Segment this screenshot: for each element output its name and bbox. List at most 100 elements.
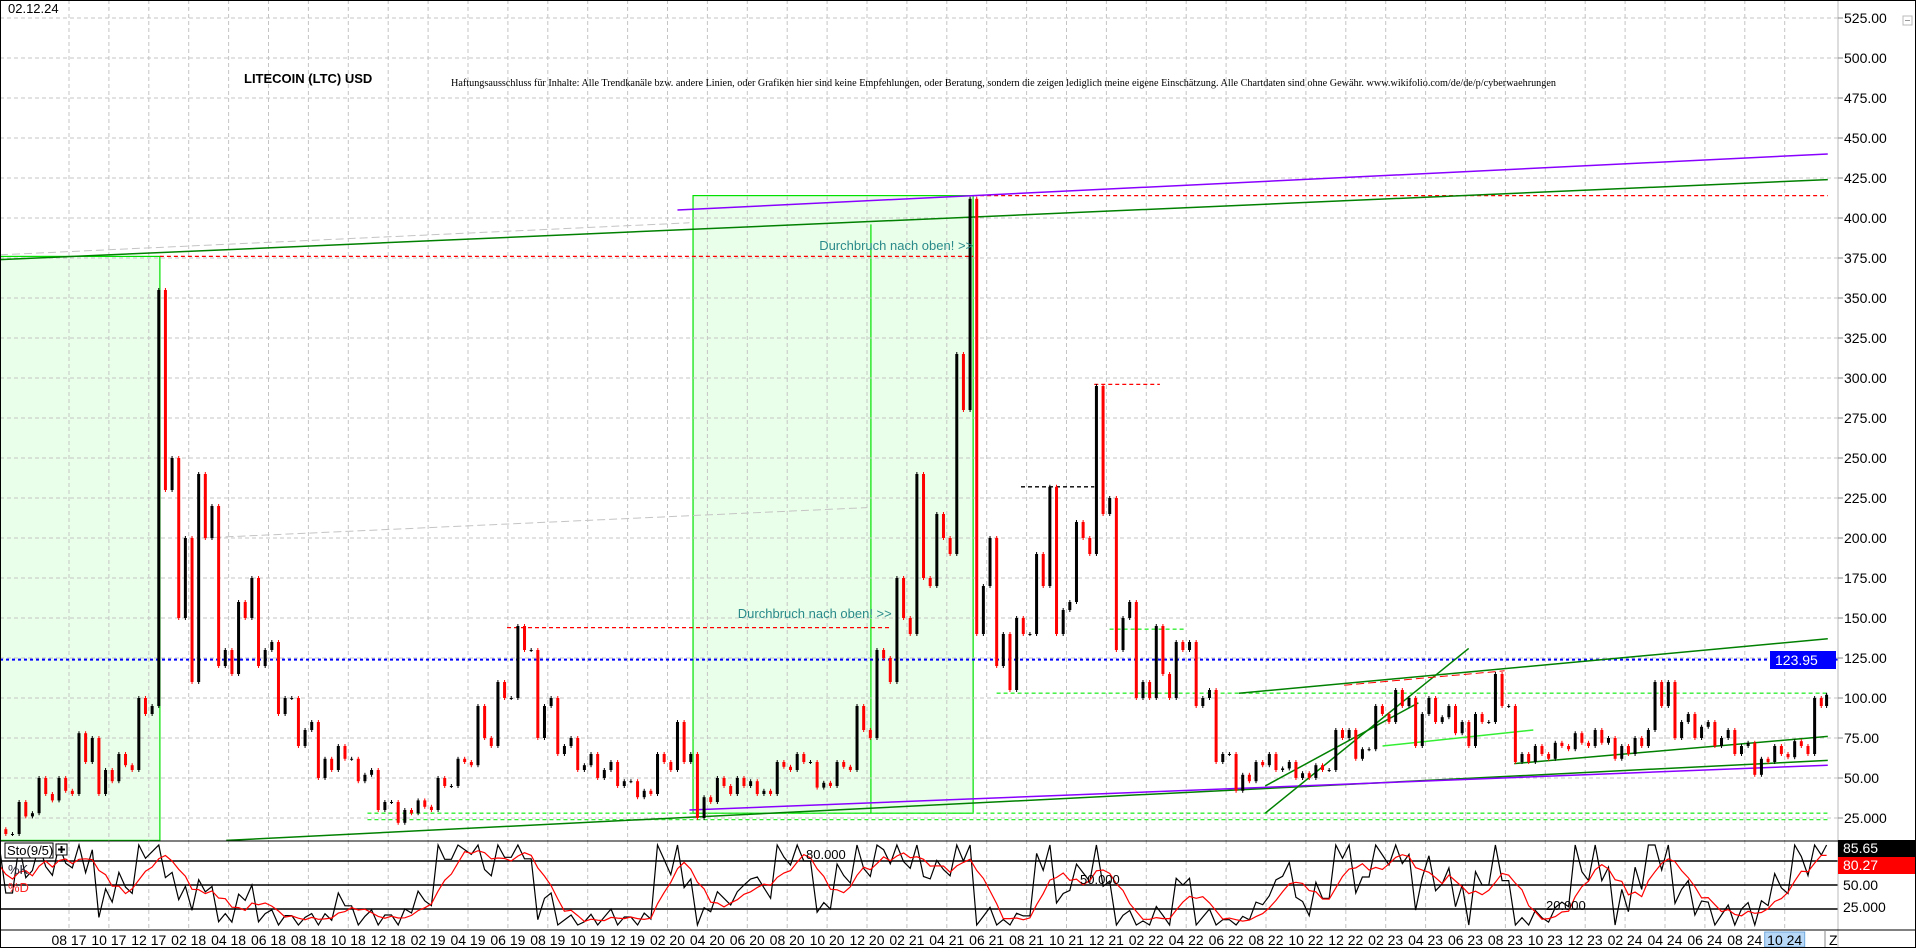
candle [310,722,314,730]
candle [57,778,61,801]
candle [1460,722,1464,734]
price-axis: 525.00 500.00 475.00 450.00 425.00 400.00 375.… [1838,10,1887,826]
y-tick-label: 375.00 [1844,250,1887,266]
candle [1154,626,1158,698]
chart-title: LITECOIN (LTC) USD [244,71,372,86]
candle [915,474,919,634]
stoch-level-20-label: 20.000 [1546,898,1586,913]
candle [848,766,852,770]
candle [1227,754,1231,755]
candle [1806,746,1810,754]
trendline [1238,638,1828,694]
x-tick-label: 08 24 [1727,932,1762,948]
candle [1001,634,1005,666]
trendline [0,222,690,256]
y-tick-label: 425.00 [1844,170,1887,186]
x-tick-label: 12 22 [1328,932,1363,948]
candle [1447,706,1451,718]
candle [1606,738,1610,743]
candle [729,786,733,794]
trendline [0,178,1828,261]
candle [1134,602,1138,698]
candle [722,778,726,786]
candle [835,762,839,786]
y-tick-label: 75.00 [1844,730,1879,746]
candle [1640,738,1644,746]
candle [1314,765,1318,778]
candle [429,806,433,810]
candle [376,770,380,810]
stoch-level-50-label: 50.000 [1080,872,1120,887]
candle [808,762,812,763]
candle [735,778,739,794]
stochastic-axis: 85.65 80.27 50.00 25.000 [1838,840,1916,915]
x-tick-label: 10 23 [1528,932,1563,948]
candle [1221,754,1225,762]
y-tick-label: 475.00 [1844,90,1887,106]
candle [1128,602,1132,618]
candle [882,650,886,658]
candle [1680,722,1684,738]
candle [1440,717,1444,722]
candle [1553,742,1557,759]
candle [1055,486,1059,634]
candle [1819,698,1823,706]
candle [336,746,340,770]
candle [656,754,660,794]
candle [503,682,507,698]
candle [1281,768,1285,770]
candle [695,754,699,818]
k-value: 85.65 [1843,840,1878,856]
candle [489,738,493,746]
candle [143,698,147,714]
x-tick-label: 12 18 [371,932,406,948]
candle [90,738,94,762]
candle [935,514,939,586]
x-tick-label: 08 19 [530,932,565,948]
x-tick-label: 04 19 [450,932,485,948]
candle [1035,554,1039,634]
candle [1094,386,1098,554]
stochastic-expand-button[interactable] [55,843,68,856]
candle [842,762,846,767]
candle [1101,386,1105,514]
candle [257,578,261,666]
candle [988,538,992,586]
candle [1567,746,1571,750]
collapse-button[interactable] [1902,15,1913,26]
candle [44,778,48,794]
x-tick-label: 08 21 [1009,932,1044,948]
candle [356,758,360,782]
y-tick-label: 500.00 [1844,50,1887,66]
candle [576,738,580,770]
candle [616,762,620,786]
candle [1394,690,1398,722]
candle [642,790,646,798]
candle [496,682,500,746]
candle [1434,698,1438,722]
candle [1247,774,1251,782]
time-axis: 08 17 10 17 12 17 02 18 04 18 06 18 08 18 10 18… [51,931,1806,948]
x-tick-label: 10 22 [1288,932,1323,948]
candle [908,618,912,634]
candle [110,770,114,782]
candle [363,774,367,782]
candle [1454,706,1458,734]
end-button-label[interactable]: Z [1829,932,1838,948]
candle [1633,738,1637,754]
y-tick-label: 100.00 [1844,690,1887,706]
candle [263,650,267,666]
x-tick-label: 06 19 [490,932,525,948]
candle [868,730,872,738]
candle [157,290,161,706]
candle [343,746,347,759]
candle [1540,746,1544,754]
candle [1779,746,1783,754]
end-button[interactable]: Z [1824,930,1838,948]
candle [243,602,247,618]
candle [390,802,394,803]
candle [1194,642,1198,706]
trendline [1514,735,1828,765]
candle [1121,618,1125,650]
